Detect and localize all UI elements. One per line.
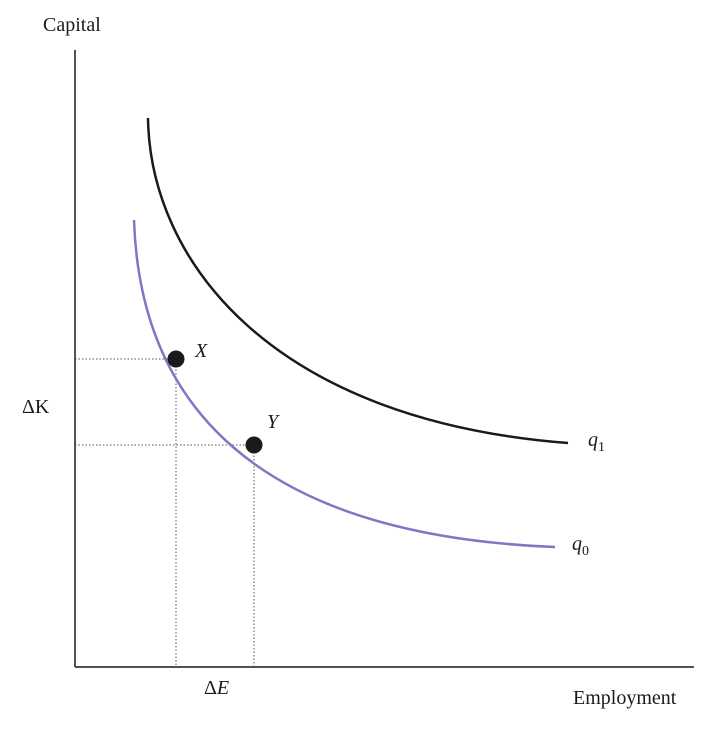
isoquant-q1-curve [146, 117, 569, 445]
q1-label: q1 [588, 429, 605, 456]
point-x-label: X [195, 340, 208, 362]
delta-e-var: E [216, 677, 230, 699]
delta-e-label: ΔE [204, 677, 229, 700]
delta-k-label: ΔK [22, 396, 50, 418]
q0-var: q [572, 533, 582, 555]
q1-subscript: 1 [598, 440, 605, 455]
y-axis-label: Capital [43, 14, 101, 36]
isoquant-q0-curve [132, 219, 556, 549]
point-x-marker [167, 350, 185, 368]
q0-label: q0 [572, 533, 589, 560]
q1-var: q [588, 429, 598, 451]
q0-subscript: 0 [582, 544, 589, 559]
delta-e-symbol: Δ [204, 677, 217, 699]
point-y-marker [245, 436, 263, 454]
point-y-label: Y [267, 411, 279, 433]
x-axis-label: Employment [573, 687, 677, 709]
